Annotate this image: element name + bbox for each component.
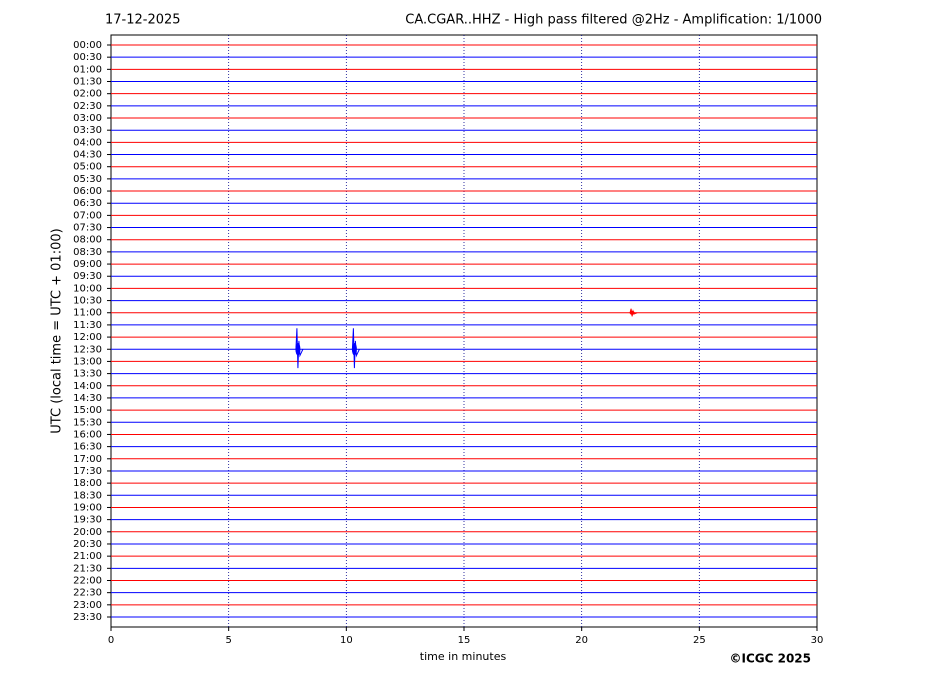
- y-tick-label: 03:30: [73, 125, 102, 136]
- y-tick-label: 22:30: [73, 588, 102, 599]
- y-tick-label: 16:30: [73, 442, 102, 453]
- chart-title: CA.CGAR..HHZ - High pass filtered @2Hz -…: [405, 13, 822, 28]
- y-tick-label: 01:00: [73, 64, 102, 75]
- y-tick-label: 08:30: [73, 247, 102, 258]
- y-tick-label: 18:30: [73, 490, 102, 501]
- y-tick-label: 17:00: [73, 454, 102, 465]
- y-tick-label: 06:00: [73, 186, 102, 197]
- y-tick-label: 15:00: [73, 405, 102, 416]
- y-tick-label: 13:00: [73, 356, 102, 367]
- y-tick-label: 22:00: [73, 575, 102, 586]
- y-tick-label: 18:00: [73, 478, 102, 489]
- x-tick-label: 10: [340, 635, 353, 646]
- y-tick-label: 14:00: [73, 381, 102, 392]
- y-tick-label: 11:30: [73, 320, 102, 331]
- y-tick-label: 00:00: [73, 40, 102, 51]
- y-tick-label: 17:30: [73, 466, 102, 477]
- y-tick-label: 12:00: [73, 332, 102, 343]
- y-tick-label: 07:00: [73, 210, 102, 221]
- y-tick-label: 09:30: [73, 271, 102, 282]
- y-tick-label: 08:00: [73, 235, 102, 246]
- y-tick-label: 02:00: [73, 89, 102, 100]
- y-tick-label: 21:00: [73, 551, 102, 562]
- y-tick-label: 11:00: [73, 308, 102, 319]
- date: 17-12-2025: [105, 13, 181, 28]
- y-tick-label: 23:00: [73, 600, 102, 611]
- seismic-event-core: [295, 343, 301, 356]
- y-axis-label: UTC (local time = UTC + 01:00): [50, 228, 65, 433]
- seismic-event-core: [351, 343, 357, 356]
- x-tick-label: 0: [108, 635, 114, 646]
- y-tick-label: 01:30: [73, 77, 102, 88]
- y-tick-label: 12:30: [73, 344, 102, 355]
- y-tick-label: 04:30: [73, 150, 102, 161]
- x-axis-label: time in minutes: [420, 650, 507, 663]
- y-tick-label: 05:00: [73, 162, 102, 173]
- y-tick-label: 15:30: [73, 417, 102, 428]
- y-tick-label: 06:30: [73, 198, 102, 209]
- y-tick-label: 16:00: [73, 429, 102, 440]
- y-tick-label: 07:30: [73, 223, 102, 234]
- y-tick-label: 23:30: [73, 612, 102, 623]
- y-tick-label: 21:30: [73, 563, 102, 574]
- y-tick-label: 19:30: [73, 515, 102, 526]
- x-tick-label: 20: [575, 635, 588, 646]
- y-tick-label: 03:00: [73, 113, 102, 124]
- y-tick-label: 10:00: [73, 283, 102, 294]
- y-tick-label: 09:00: [73, 259, 102, 270]
- copyright: ©ICGC 2025: [729, 652, 811, 666]
- x-tick-label: 5: [225, 635, 231, 646]
- y-tick-label: 05:30: [73, 174, 102, 185]
- y-tick-label: 20:30: [73, 539, 102, 550]
- y-tick-label: 13:30: [73, 369, 102, 380]
- x-tick-label: 15: [458, 635, 471, 646]
- y-tick-label: 10:30: [73, 296, 102, 307]
- y-tick-label: 00:30: [73, 52, 102, 63]
- x-tick-label: 25: [693, 635, 706, 646]
- y-tick-label: 20:00: [73, 527, 102, 538]
- y-tick-label: 02:30: [73, 101, 102, 112]
- seismic-event-core: [629, 310, 635, 315]
- y-tick-label: 14:30: [73, 393, 102, 404]
- y-tick-label: 19:00: [73, 502, 102, 513]
- y-tick-label: 04:00: [73, 137, 102, 148]
- x-tick-label: 30: [811, 635, 824, 646]
